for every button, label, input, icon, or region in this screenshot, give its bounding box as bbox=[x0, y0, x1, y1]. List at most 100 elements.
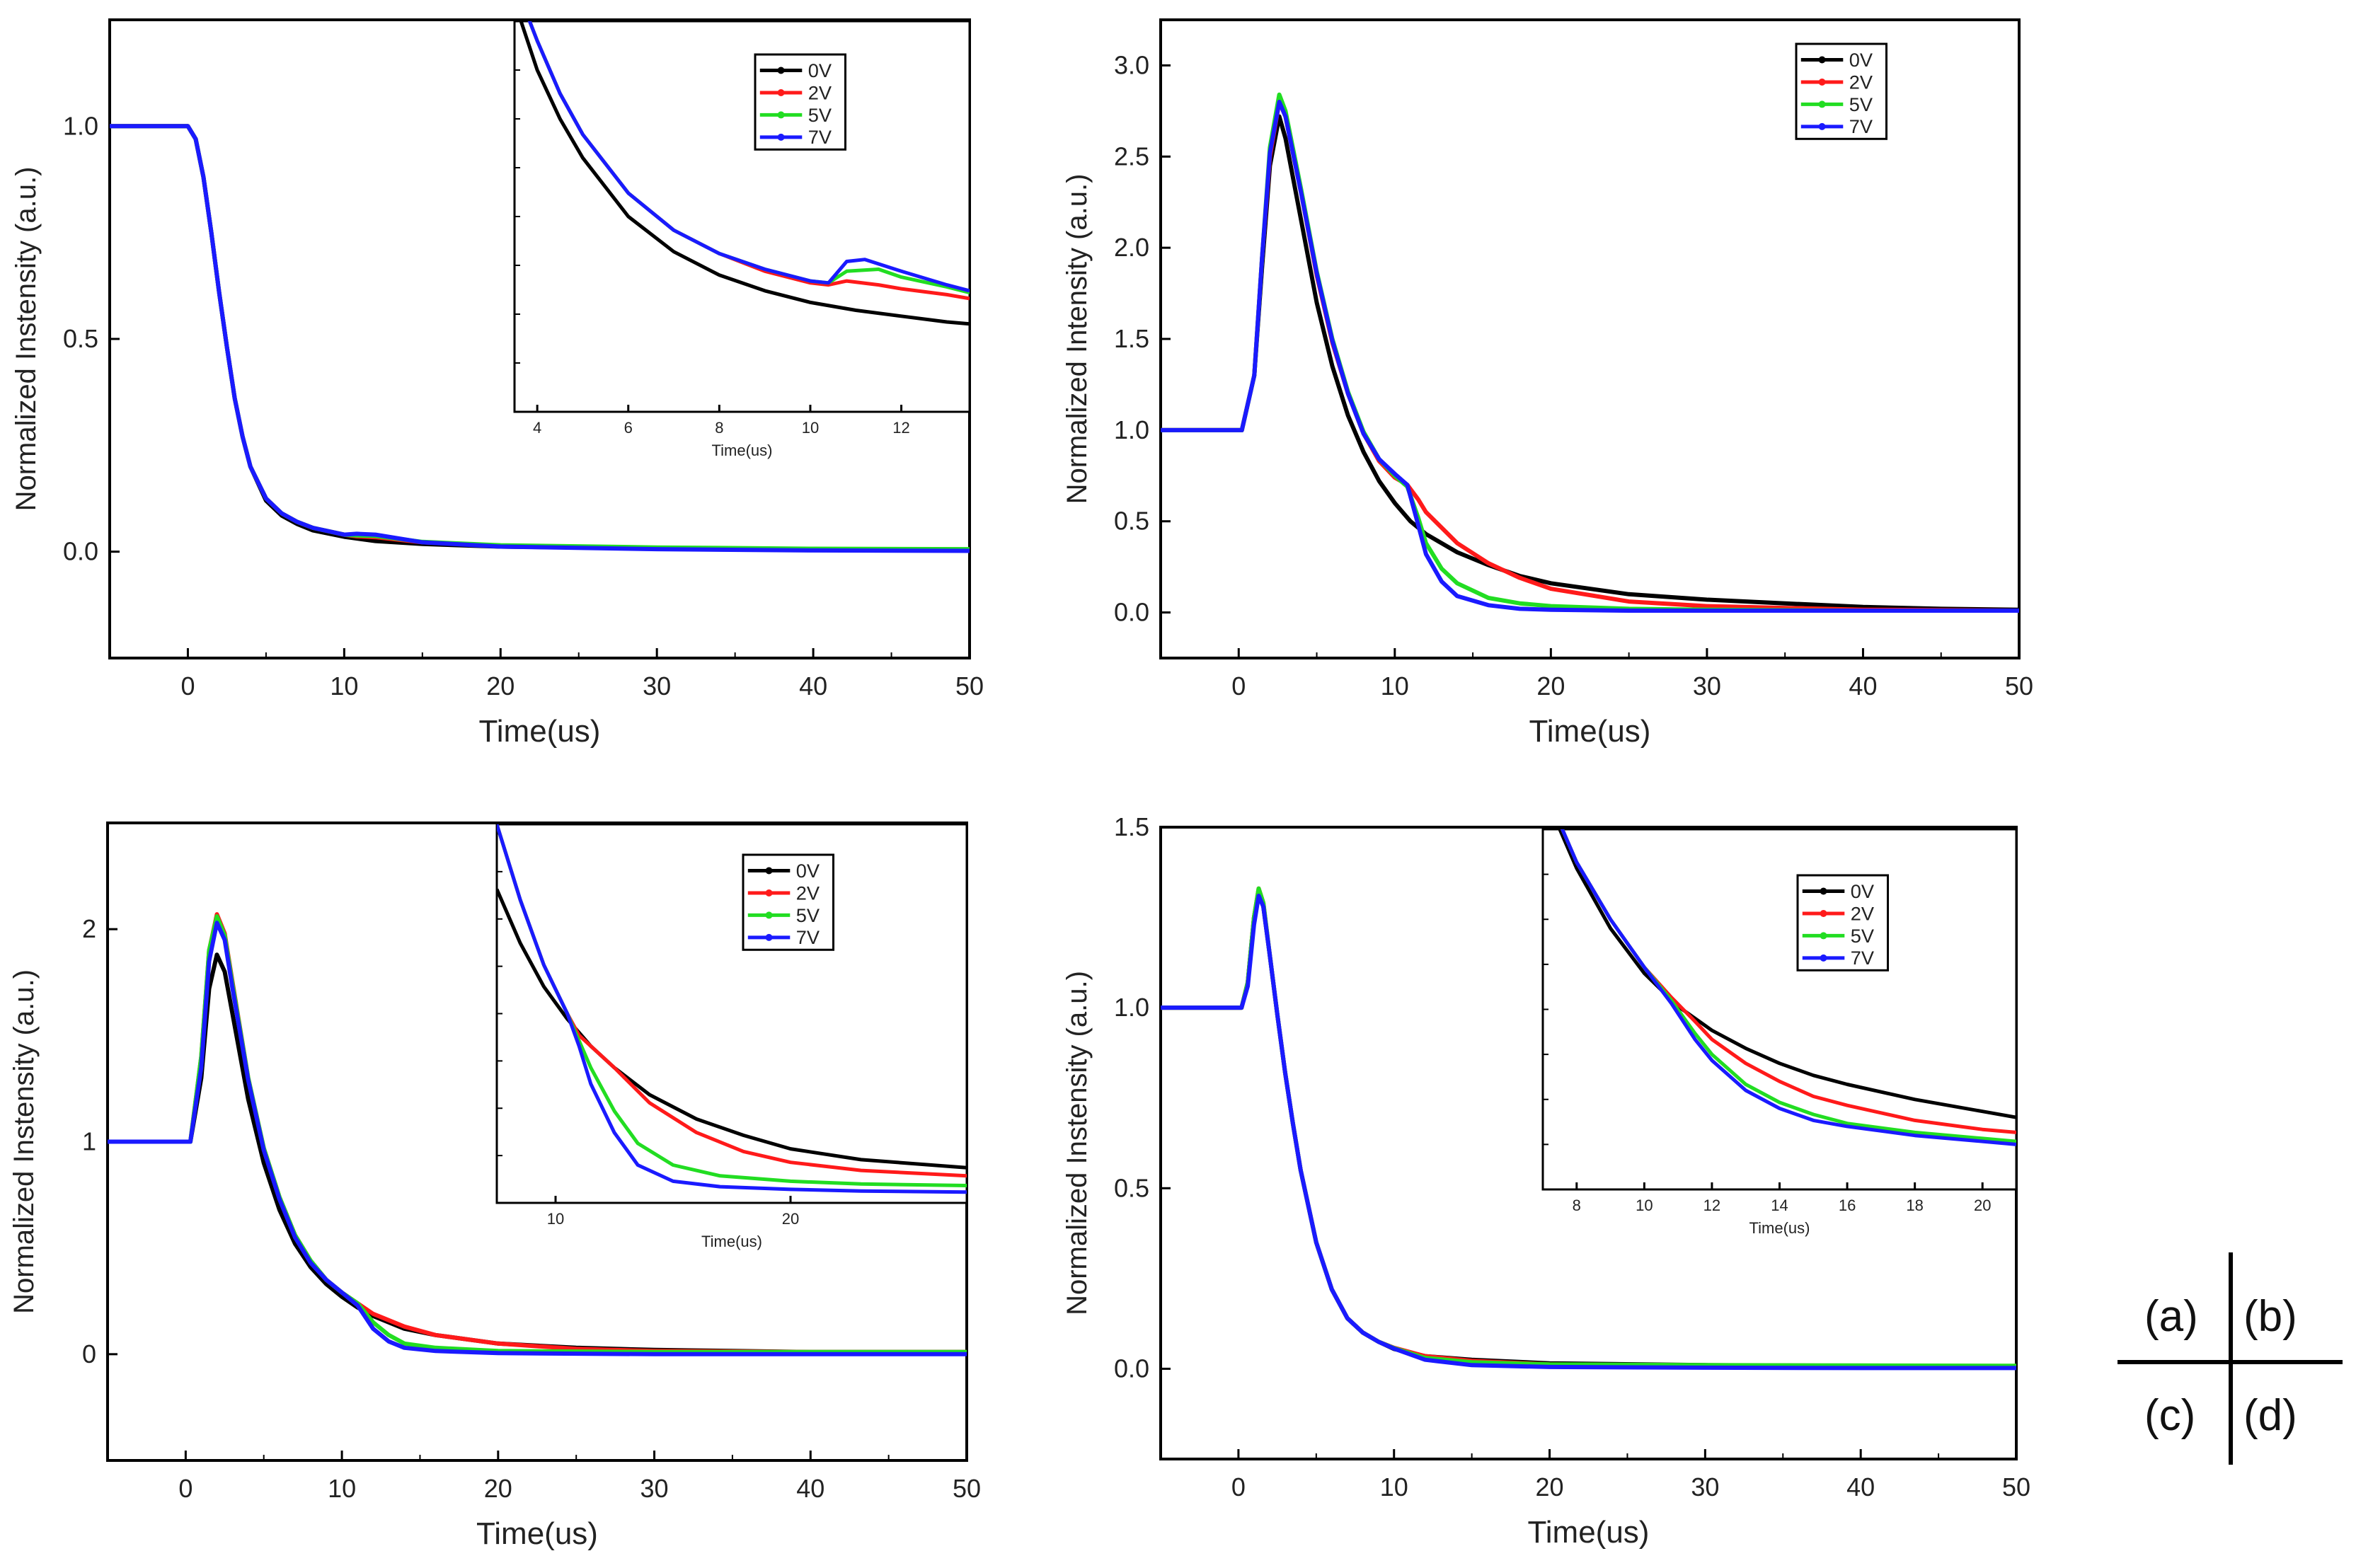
legend-marker-b-7V bbox=[1818, 122, 1826, 130]
panel-d-xtick-label-4: 40 bbox=[1846, 1472, 1875, 1501]
panel-key: (a) (b) (c) (d) bbox=[2109, 1252, 2350, 1465]
panel-d-inset-xtick-label-6: 20 bbox=[1974, 1197, 1991, 1214]
panel-c-inset-xlabel: Time(us) bbox=[701, 1233, 762, 1250]
panel-a-inset-xtick-label-4: 12 bbox=[892, 419, 909, 437]
legend-label-a-2V: 2V bbox=[808, 81, 832, 103]
legend-label-a-7V: 7V bbox=[808, 126, 832, 148]
panel-d-inset-frame bbox=[1541, 828, 2018, 1191]
panel-d-inset-xtick-label-3: 14 bbox=[1771, 1197, 1788, 1214]
panel-a-inset-xtick-label-3: 10 bbox=[802, 419, 819, 437]
panel-a-inset-frame bbox=[513, 20, 971, 413]
panel-b-series-group bbox=[1161, 92, 2019, 613]
panel-c-xlabel: Time(us) bbox=[476, 1516, 598, 1551]
legend-marker-d-0V bbox=[1820, 887, 1827, 895]
panel-a-series-group bbox=[110, 124, 970, 553]
panel-c-ylabel: Normalized Instensity (a.u.) bbox=[8, 969, 40, 1314]
panel-b-xlabel: Time(us) bbox=[1529, 714, 1651, 749]
legend-marker-d-7V bbox=[1820, 954, 1827, 962]
panel-d-xtick-label-0: 0 bbox=[1231, 1472, 1246, 1501]
panel-a-inset-xtick-label-0: 4 bbox=[533, 419, 541, 437]
legend-label-c-7V: 7V bbox=[796, 926, 820, 948]
legend-label-d-0V: 0V bbox=[1851, 880, 1875, 902]
legend-label-b-5V: 5V bbox=[1849, 93, 1873, 115]
panel-d-ylabel: Normalized Instensity (a.u.) bbox=[1062, 971, 1093, 1315]
panel-b-ytick-label-2: 1.0 bbox=[1114, 415, 1149, 444]
panel-d-xtick-label-3: 30 bbox=[1691, 1472, 1719, 1501]
panel-c-xtick-label-1: 10 bbox=[328, 1474, 356, 1503]
panel-key-c: (c) bbox=[2144, 1391, 2196, 1440]
panel-d-ytick-label-3: 1.5 bbox=[1114, 812, 1149, 841]
legend-marker-d-5V bbox=[1820, 932, 1827, 940]
panel-b-ytick-label-1: 0.5 bbox=[1114, 507, 1149, 536]
panel-a-ylabel: Normalized Instensity (a.u.) bbox=[11, 167, 42, 512]
panel-d-inset-xlabel: Time(us) bbox=[1749, 1219, 1810, 1237]
panel-d-ytick-label-2: 1.0 bbox=[1114, 993, 1149, 1022]
legend-label-c-5V: 5V bbox=[796, 904, 820, 926]
panel-c-inset-line-0V bbox=[497, 888, 967, 1170]
panel-d-xlabel: Time(us) bbox=[1528, 1515, 1650, 1550]
panel-d-inset-line-7V bbox=[1560, 829, 2016, 1146]
panel-a-xlabel: Time(us) bbox=[479, 714, 601, 749]
legend-label-b-7V: 7V bbox=[1849, 115, 1873, 137]
panel-b-group: 0 10 20 30 40 50 0.0 0.5 1.0 1.5 2.0 2.5 3.0 Time(us)… bbox=[1062, 18, 2033, 749]
panel-a-line-7V bbox=[110, 124, 970, 553]
legend-label-a-5V: 5V bbox=[808, 104, 832, 126]
panel-a-inset-line-0V bbox=[519, 21, 970, 326]
legend-marker-c-2V bbox=[765, 889, 773, 897]
panel-c-inset-xtick-label-1: 20 bbox=[782, 1210, 799, 1228]
panel-b-frame bbox=[1159, 18, 2021, 659]
legend-label-d-7V: 7V bbox=[1851, 947, 1875, 969]
panel-a-inset-series-group bbox=[519, 21, 970, 326]
panel-d-inset-xtick-label-5: 18 bbox=[1906, 1197, 1923, 1214]
panel-b-ytick-label-3: 1.5 bbox=[1114, 324, 1149, 353]
panel-c-inset-series-group bbox=[497, 824, 967, 1194]
panel-a-xtick-label-3: 30 bbox=[643, 671, 671, 701]
legend-marker-b-5V bbox=[1818, 100, 1826, 108]
panel-a-xtick-label-4: 40 bbox=[799, 671, 827, 701]
panel-a-xtick-label-0: 0 bbox=[180, 671, 195, 701]
panel-b-xtick-label-4: 40 bbox=[1849, 671, 1877, 701]
panel-c-line-7V bbox=[108, 921, 967, 1356]
panel-c-inset-frame bbox=[495, 823, 968, 1204]
panel-a-inset-xtick-label-2: 8 bbox=[715, 419, 723, 437]
panel-a-xtick-label-5: 50 bbox=[955, 671, 984, 701]
panel-c-xtick-label-3: 30 bbox=[640, 1474, 669, 1503]
panel-c-xtick-label-0: 0 bbox=[178, 1474, 192, 1503]
legend-marker-c-0V bbox=[765, 867, 773, 875]
panel-c-xtick-label-4: 40 bbox=[796, 1474, 824, 1503]
panel-key-a: (a) bbox=[2144, 1292, 2198, 1341]
legend-marker-c-7V bbox=[765, 933, 773, 941]
panel-a-ytick-label-0: 0.0 bbox=[63, 537, 98, 566]
panel-c-ytick-label-1: 1 bbox=[82, 1127, 96, 1156]
legend-marker-a-2V bbox=[777, 88, 785, 96]
panel-b-xtick-label-1: 10 bbox=[1381, 671, 1409, 701]
panel-c-ytick-label-2: 2 bbox=[82, 914, 96, 943]
panel-c-ytick-label-0: 0 bbox=[82, 1339, 96, 1368]
legend-label-c-0V: 0V bbox=[796, 860, 820, 882]
panel-b-xtick-label-0: 0 bbox=[1231, 671, 1246, 701]
panel-c-xtick-label-2: 20 bbox=[484, 1474, 512, 1503]
panel-d-xtick-label-2: 20 bbox=[1536, 1472, 1564, 1501]
panel-d-inset-xtick-label-2: 12 bbox=[1703, 1197, 1720, 1214]
panel-d-series-group bbox=[1161, 886, 2016, 1371]
panel-b-ylabel: Normalized Intensity (a.u.) bbox=[1062, 174, 1093, 505]
panel-d-line-7V bbox=[1161, 894, 2016, 1371]
panel-b-ytick-label-6: 3.0 bbox=[1114, 50, 1149, 79]
legend-marker-a-0V bbox=[777, 67, 785, 74]
legend-marker-a-5V bbox=[777, 111, 785, 119]
panel-key-divider bbox=[2117, 1252, 2343, 1465]
panel-c-inset-xtick-label-0: 10 bbox=[547, 1210, 564, 1228]
panel-b-line-7V bbox=[1161, 100, 2019, 613]
panel-b-ytick-label-4: 2.0 bbox=[1114, 233, 1149, 262]
panel-a-ytick-label-1: 0.5 bbox=[63, 324, 98, 353]
legend-label-a-0V: 0V bbox=[808, 59, 832, 81]
panel-key-b: (b) bbox=[2243, 1292, 2297, 1341]
panel-a-inset-line-7V bbox=[527, 21, 970, 293]
legend-marker-d-2V bbox=[1820, 909, 1827, 917]
panel-d-inset-line-0V bbox=[1558, 829, 2016, 1119]
panel-d-inset-xtick-label-1: 10 bbox=[1636, 1197, 1653, 1214]
panel-a-xtick-label-1: 10 bbox=[330, 671, 358, 701]
